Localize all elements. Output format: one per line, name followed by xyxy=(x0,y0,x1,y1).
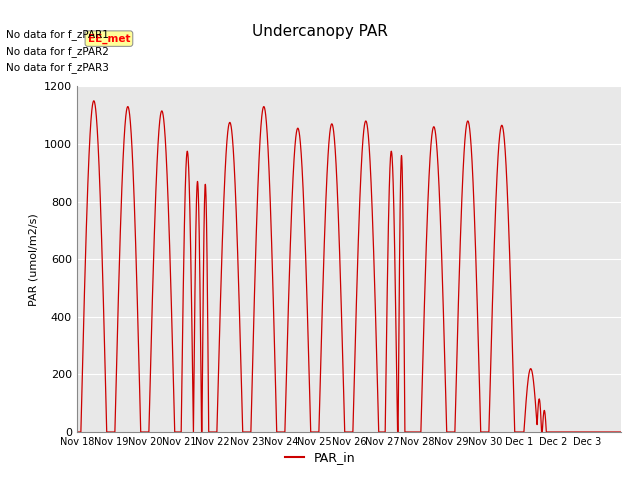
Text: Undercanopy PAR: Undercanopy PAR xyxy=(252,24,388,39)
Text: No data for f_zPAR2: No data for f_zPAR2 xyxy=(6,46,109,57)
Text: EE_met: EE_met xyxy=(88,34,130,44)
Y-axis label: PAR (umol/m2/s): PAR (umol/m2/s) xyxy=(28,213,38,306)
Text: No data for f_zPAR1: No data for f_zPAR1 xyxy=(6,29,109,40)
Legend: PAR_in: PAR_in xyxy=(280,446,360,469)
Text: No data for f_zPAR3: No data for f_zPAR3 xyxy=(6,62,109,73)
